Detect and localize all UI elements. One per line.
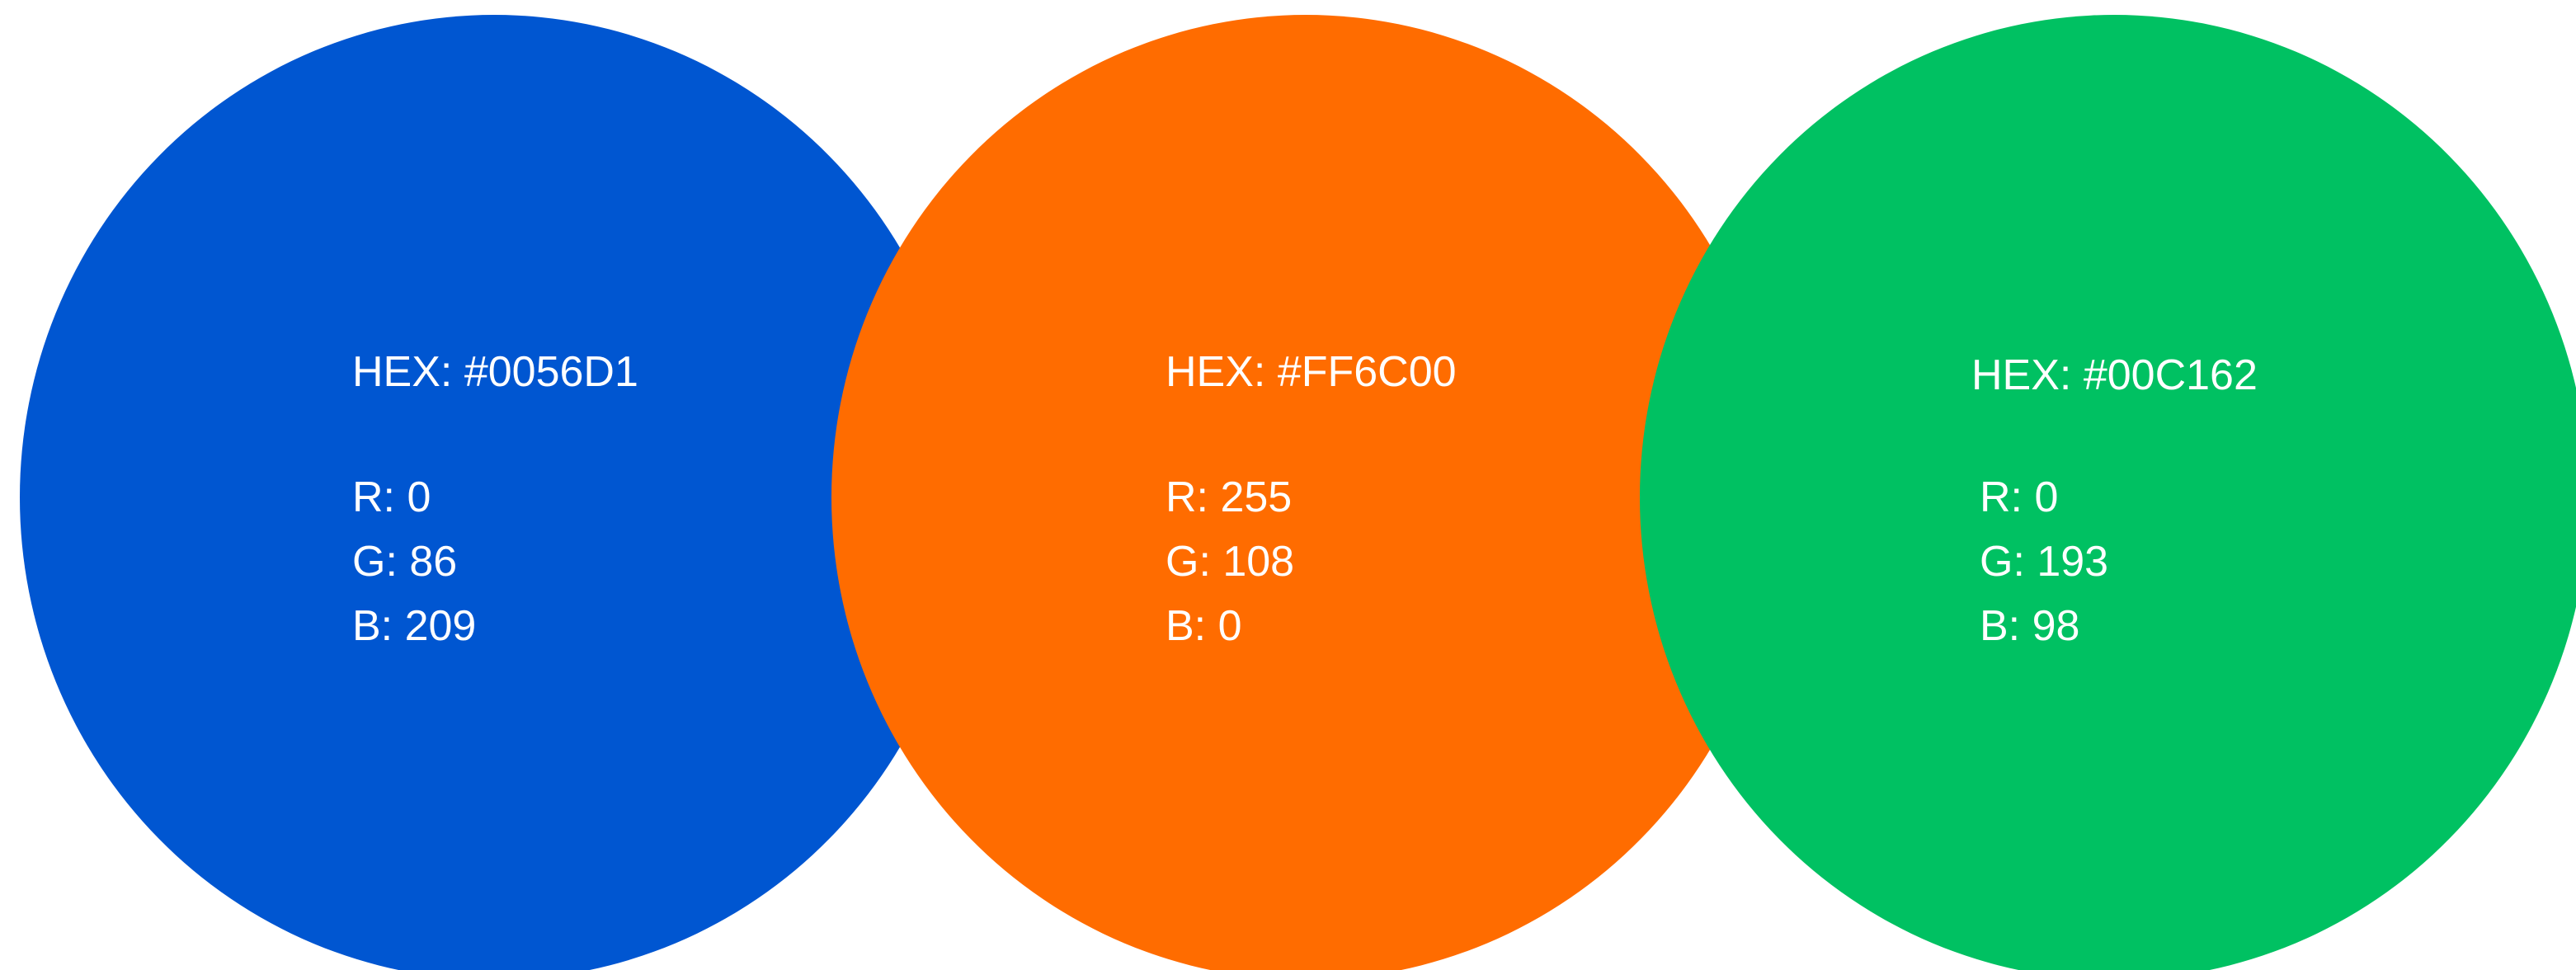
red-value: R: 0: [352, 473, 431, 521]
swatch-orange-circle: [831, 15, 1780, 970]
red-value: R: 0: [1980, 473, 2059, 521]
hex-label: HEX: #FF6C00: [1166, 348, 1457, 396]
blue-value: B: 0: [1166, 602, 1242, 650]
green-value: G: 108: [1166, 538, 1295, 586]
green-value: G: 86: [352, 538, 458, 586]
swatch-orange-info: HEX: #FF6C00 R: 255 G: 108 B: 0: [1166, 340, 1457, 658]
swatch-blue-circle: [20, 15, 968, 970]
swatch-green-circle: [1640, 15, 2576, 970]
blue-value: B: 98: [1980, 602, 2080, 650]
hex-label: HEX: #0056D1: [352, 348, 638, 396]
hex-label: HEX: #00C162: [1971, 351, 2258, 399]
green-value: G: 193: [1980, 538, 2109, 586]
swatch-green-info: HEX: #00C162 R: 0 G: 193 B: 98: [1971, 343, 2258, 658]
red-value: R: 255: [1166, 473, 1293, 521]
swatch-blue-info: HEX: #0056D1 R: 0 G: 86 B: 209: [352, 340, 638, 658]
blue-value: B: 209: [352, 602, 477, 650]
